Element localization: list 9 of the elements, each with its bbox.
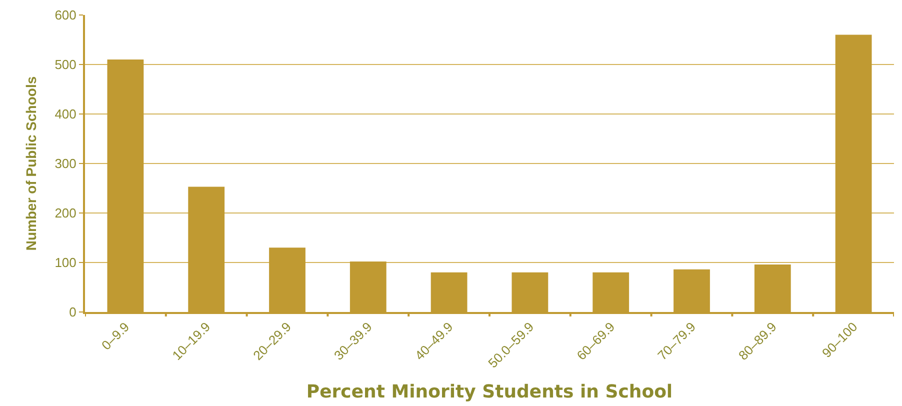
y-tick-label: 100: [54, 255, 76, 270]
y-axis-title: Number of Public Schools: [22, 76, 39, 251]
y-tick-label: 600: [54, 8, 76, 23]
y-tick-label: 0: [69, 304, 76, 320]
y-tick-label: 500: [54, 57, 76, 72]
y-tick-label: 400: [54, 106, 76, 122]
y-tick-label: 200: [54, 206, 76, 221]
x-axis-title: Percent Minority Students in School: [306, 381, 673, 402]
y-tick-label: 300: [54, 156, 76, 172]
